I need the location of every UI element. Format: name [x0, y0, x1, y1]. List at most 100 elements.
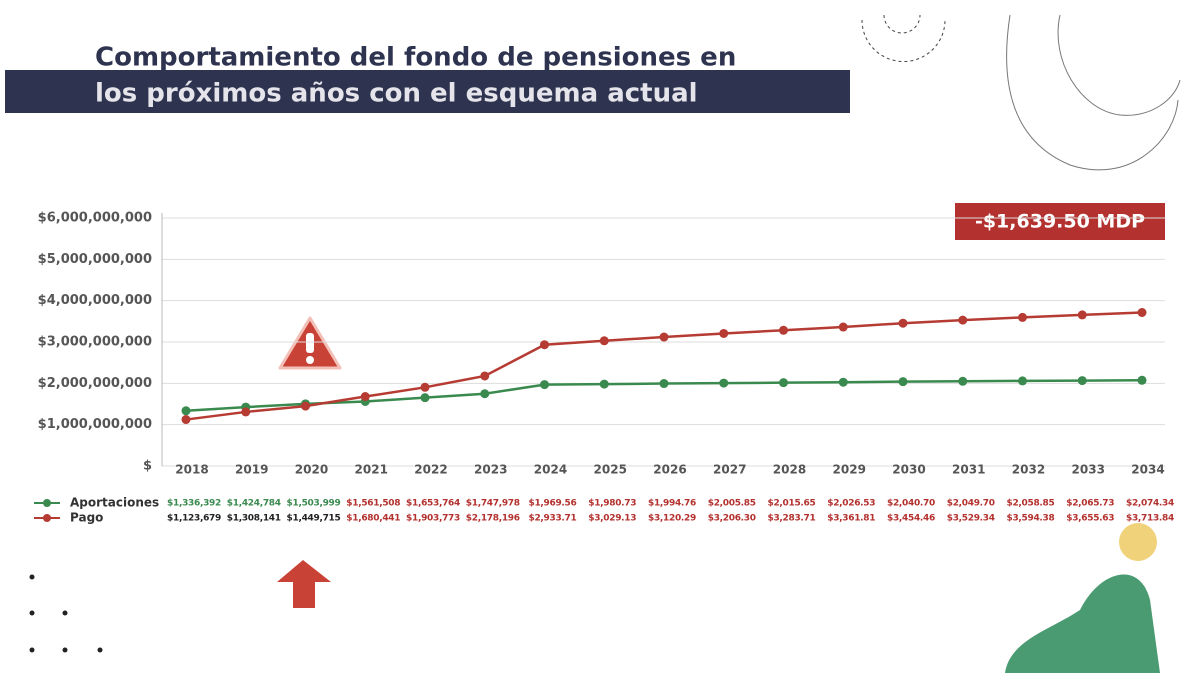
data-point	[480, 389, 490, 399]
value-label: $3,454.46	[887, 514, 935, 524]
x-tick-label: 2027	[713, 463, 746, 477]
data-point	[838, 322, 848, 332]
value-label: $2,049.70	[947, 499, 995, 509]
decor-blob	[1005, 574, 1160, 673]
value-label: $3,283.71	[768, 514, 816, 524]
data-point	[779, 378, 788, 388]
data-point	[360, 392, 370, 402]
legend-dot	[43, 499, 51, 507]
x-tick-label: 2031	[952, 463, 985, 477]
value-label: $2,065.73	[1066, 499, 1114, 509]
data-point	[1018, 312, 1027, 322]
value-label: $1,994.76	[648, 499, 696, 509]
value-label: $1,980.73	[588, 499, 636, 509]
value-label: $1,449,715	[287, 514, 341, 524]
data-point	[301, 401, 310, 411]
value-label: $2,933.71	[529, 514, 577, 524]
value-label: $2,058.85	[1007, 499, 1055, 509]
value-label: $1,503,999	[287, 499, 341, 509]
decor-dashed	[883, 14, 921, 34]
title-line: Comportamiento del fondo de pensiones en	[95, 43, 736, 73]
data-point	[1077, 376, 1087, 386]
x-tick-label: 2032	[1012, 463, 1045, 477]
value-label: $3,713.84	[1126, 514, 1174, 524]
y-tick-label: $3,000,000,000	[38, 335, 152, 350]
data-point	[599, 379, 609, 389]
value-label: $1,653,764	[406, 499, 460, 509]
y-tick-label: $4,000,000,000	[38, 293, 152, 308]
data-point	[659, 379, 669, 389]
y-tick-label: $1,000,000,000	[38, 417, 152, 432]
value-label: $3,206.30	[708, 514, 756, 524]
data-point	[1137, 375, 1147, 385]
data-point	[181, 415, 191, 425]
decor-dashed	[861, 19, 946, 62]
data-point	[480, 371, 490, 381]
value-label: $3,594.38	[1007, 514, 1055, 524]
x-tick-label: 2024	[534, 463, 567, 477]
data-point	[958, 376, 968, 386]
data-point	[719, 378, 729, 388]
title-band	[5, 70, 850, 113]
value-label: $2,015.65	[768, 499, 816, 509]
value-label: $1,123,679	[167, 514, 221, 524]
data-point	[1077, 310, 1087, 320]
warning-icon	[306, 356, 314, 364]
data-point	[540, 340, 549, 350]
value-label: $1,747,978	[466, 499, 520, 509]
value-label: $1,969.56	[529, 499, 577, 509]
value-label: $1,308,141	[227, 514, 281, 524]
annotation: -$1,639.50 MDP	[975, 211, 1145, 233]
x-tick-label: 2034	[1131, 463, 1164, 477]
arrow-icon	[277, 560, 331, 608]
y-tick-label: $	[143, 459, 152, 474]
data-point	[838, 377, 848, 387]
data-point	[779, 325, 788, 335]
decor-dots	[29, 574, 103, 653]
x-tick-label: 2030	[892, 463, 925, 477]
x-tick-label: 2025	[594, 463, 627, 477]
warning-icon	[306, 333, 314, 353]
legend-dot	[43, 514, 51, 522]
data-point	[958, 315, 968, 325]
value-label: $2,074.34	[1126, 499, 1174, 509]
value-label: $2,040.70	[887, 499, 935, 509]
value-label: $2,026.53	[827, 499, 875, 509]
data-point	[420, 393, 430, 403]
y-tick-label: $5,000,000,000	[38, 252, 152, 267]
annotation-box	[955, 203, 1165, 240]
data-point	[659, 332, 669, 342]
x-tick-label: 2021	[355, 463, 388, 477]
decor-circle	[1119, 523, 1157, 561]
data-point	[599, 336, 609, 346]
data-point	[1137, 307, 1147, 317]
x-tick-label: 2022	[414, 463, 447, 477]
data-point	[898, 377, 908, 387]
x-tick-label: 2029	[833, 463, 866, 477]
legend-label: Aportaciones	[70, 496, 159, 510]
decor-curve	[1006, 14, 1179, 171]
value-label: $3,120.29	[648, 514, 696, 524]
value-label: $3,655.63	[1066, 514, 1114, 524]
value-label: $2,178,196	[466, 514, 520, 524]
decor-curve	[1057, 14, 1181, 116]
data-point	[241, 407, 251, 417]
value-label: $1,424,784	[227, 499, 281, 509]
x-tick-label: 2019	[235, 463, 268, 477]
data-point	[181, 406, 191, 416]
x-tick-label: 2028	[773, 463, 806, 477]
value-label: $1,561,508	[346, 499, 400, 509]
value-label: $3,529.34	[947, 514, 995, 524]
y-tick-label: $2,000,000,000	[38, 376, 152, 391]
x-tick-label: 2023	[474, 463, 507, 477]
value-label: $1,336,392	[167, 499, 221, 509]
x-tick-label: 2018	[175, 463, 208, 477]
value-label: $2,005.85	[708, 499, 756, 509]
value-label: $1,903,773	[406, 514, 460, 524]
data-point	[420, 382, 430, 392]
x-tick-label: 2026	[653, 463, 686, 477]
value-label: $1,680,441	[346, 514, 400, 524]
title-line: los próximos años con el esquema actual	[95, 79, 698, 109]
value-label: $3,361.81	[827, 514, 875, 524]
